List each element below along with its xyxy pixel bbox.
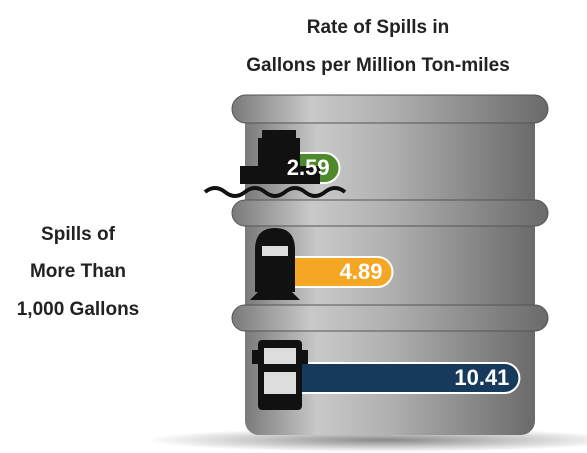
side-label: 1,000 Gallons (17, 299, 140, 320)
chart-title: Gallons per Million Ton-miles (246, 55, 510, 76)
barge-icon (203, 130, 347, 198)
value-label: 10.41 (454, 365, 509, 390)
train-icon (250, 228, 300, 300)
value-label: 4.89 (340, 259, 383, 284)
side-label: More Than (30, 261, 126, 282)
value-label: 2.59 (287, 155, 330, 180)
chart-title: Rate of Spills in (307, 17, 450, 38)
truck-icon (252, 340, 308, 410)
side-label: Spills of (41, 224, 116, 245)
